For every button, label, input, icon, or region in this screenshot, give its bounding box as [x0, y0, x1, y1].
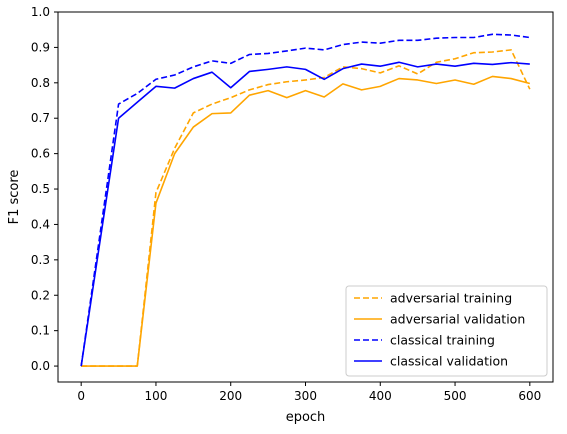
- series-line-3: [80, 33, 530, 367]
- series-line-2: [81, 75, 531, 367]
- legend-label: adversarial training: [390, 291, 512, 306]
- legend: adversarial training adversarial validati…: [345, 285, 548, 377]
- x-axis-ticks: 0 100 200 300 400 500 600: [77, 382, 541, 403]
- y-tick-label: 0.9: [31, 40, 50, 54]
- y-tick-label: 0.6: [31, 147, 50, 161]
- legend-label: adversarial validation: [390, 312, 525, 327]
- y-tick-label: 0.0: [31, 359, 50, 373]
- x-tick-label: 600: [518, 389, 541, 403]
- y-tick-label: 0.2: [31, 288, 50, 302]
- x-tick-label: 500: [444, 389, 467, 403]
- y-tick-label: 0.5: [31, 182, 50, 196]
- y-tick-label: 0.3: [31, 253, 50, 267]
- legend-box: [345, 285, 548, 377]
- x-tick-label: 400: [369, 389, 392, 403]
- x-tick-label: 100: [145, 389, 168, 403]
- y-tick-label: 1.0: [31, 5, 50, 19]
- series-line-4: [80, 61, 530, 367]
- x-tick-label: 200: [219, 389, 242, 403]
- x-axis-label: epoch: [286, 410, 326, 425]
- series-line-1: [81, 49, 531, 367]
- y-tick-label: 0.4: [31, 217, 50, 231]
- series-lines: [80, 33, 531, 367]
- y-tick-label: 0.7: [31, 111, 50, 125]
- y-tick-label: 0.1: [31, 324, 50, 338]
- legend-label: classical training: [390, 333, 495, 348]
- y-axis-ticks: 0.0 0.1 0.2 0.3 0.4 0.5 0.6 0.7 0.8 0.9 1.0: [31, 5, 58, 373]
- y-tick-label: 0.8: [31, 76, 50, 90]
- legend-label: classical validation: [390, 354, 508, 369]
- x-tick-label: 300: [294, 389, 317, 403]
- y-axis-label: F1 score: [7, 170, 22, 225]
- x-tick-label: 0: [77, 389, 85, 403]
